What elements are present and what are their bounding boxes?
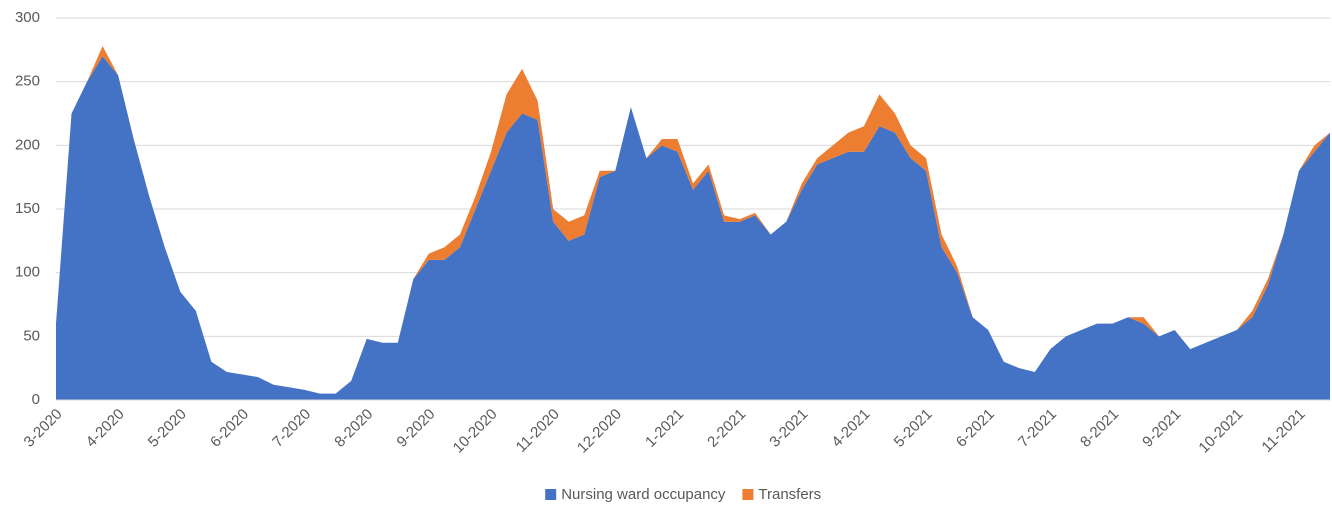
- x-tick-label: 10-2020: [450, 406, 501, 457]
- y-tick-label: 200: [15, 136, 40, 153]
- y-tick-label: 300: [15, 9, 40, 26]
- x-tick-label: 4-2020: [83, 406, 128, 451]
- legend-swatch: [545, 489, 557, 500]
- x-tick-label: 5-2021: [891, 406, 936, 451]
- x-tick-label: 11-2020: [513, 406, 563, 456]
- x-tick-label: 2-2021: [704, 406, 749, 451]
- legend-swatch: [742, 489, 754, 500]
- x-tick-label: 6-2021: [953, 406, 998, 451]
- x-tick-label: 9-2020: [393, 406, 438, 451]
- x-tick-label: 7-2020: [269, 406, 314, 451]
- y-tick-label: 150: [15, 200, 40, 217]
- x-tick-label: 9-2021: [1139, 406, 1184, 451]
- y-tick-label: 50: [23, 327, 40, 344]
- y-tick-label: 0: [32, 391, 40, 408]
- x-tick-label: 7-2021: [1015, 406, 1060, 451]
- x-tick-label: 1-2021: [642, 406, 687, 451]
- y-tick-label: 250: [15, 73, 40, 90]
- area: [56, 56, 1330, 400]
- x-tick-label: 8-2020: [331, 406, 376, 451]
- x-tick-label: 5-2020: [145, 406, 190, 451]
- x-tick-label: 11-2021: [1258, 406, 1308, 456]
- x-tick-label: 3-2020: [21, 406, 66, 451]
- legend-label: Nursing ward occupancy: [561, 486, 726, 503]
- x-tick-label: 3-2021: [766, 406, 811, 451]
- x-tick-label: 6-2020: [207, 406, 252, 451]
- y-tick-label: 100: [15, 264, 40, 281]
- legend-label: Transfers: [758, 486, 821, 503]
- x-tick-label: 8-2021: [1077, 406, 1122, 451]
- x-tick-label: 10-2021: [1195, 406, 1246, 457]
- x-tick-label: 12-2020: [574, 406, 625, 457]
- x-tick-label: 4-2021: [828, 406, 873, 451]
